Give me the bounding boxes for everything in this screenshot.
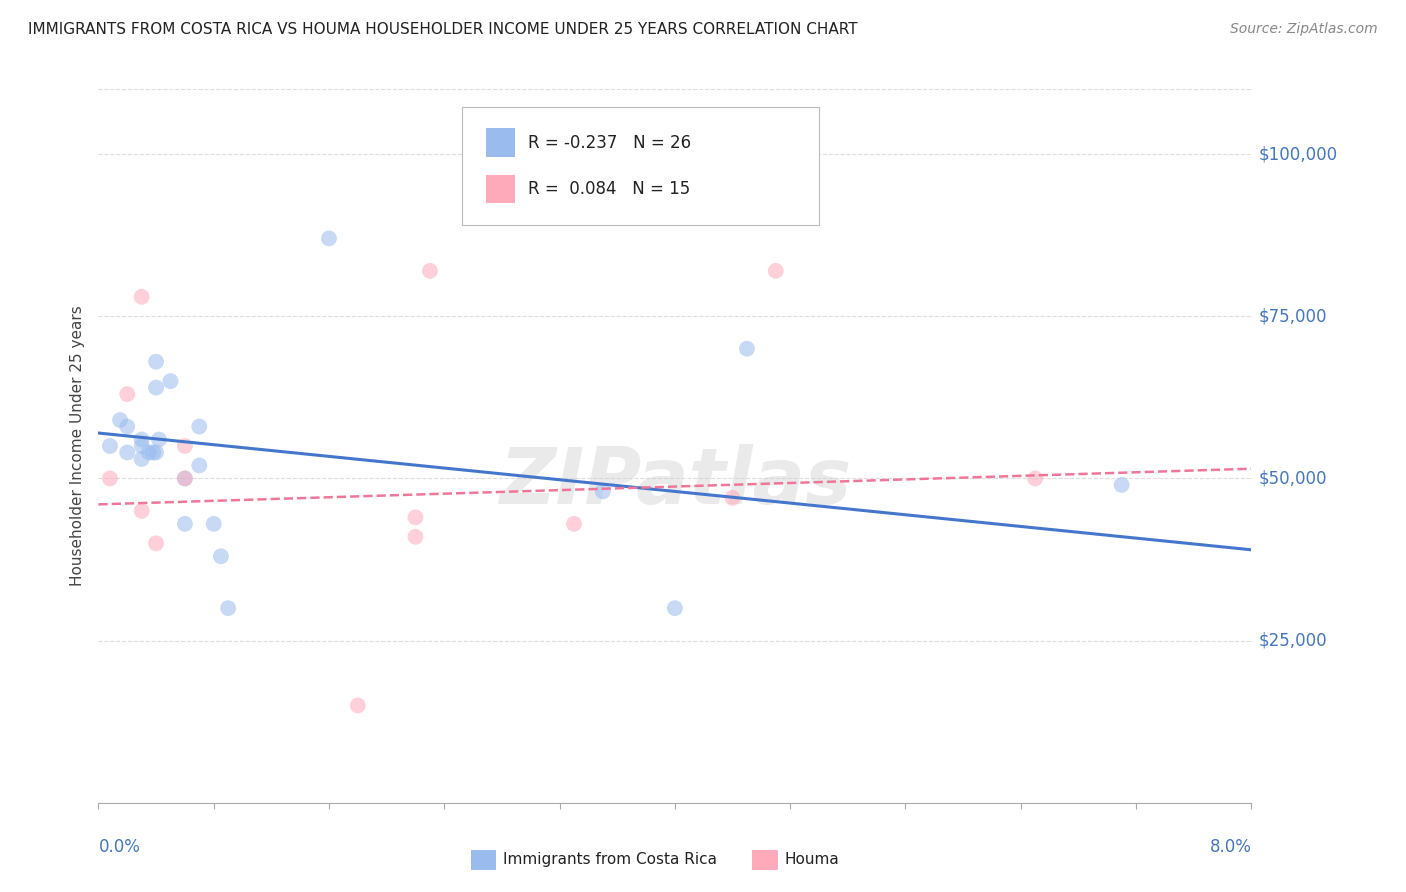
Text: IMMIGRANTS FROM COSTA RICA VS HOUMA HOUSEHOLDER INCOME UNDER 25 YEARS CORRELATIO: IMMIGRANTS FROM COSTA RICA VS HOUMA HOUS… bbox=[28, 22, 858, 37]
Point bbox=[664, 601, 686, 615]
Point bbox=[346, 698, 368, 713]
Point bbox=[202, 516, 225, 531]
Point bbox=[174, 471, 197, 485]
Point bbox=[419, 264, 441, 278]
Point bbox=[131, 290, 153, 304]
Point bbox=[405, 510, 427, 524]
Bar bbox=[486, 175, 515, 203]
Point bbox=[138, 445, 160, 459]
Text: 0.0%: 0.0% bbox=[98, 838, 141, 856]
Point bbox=[117, 419, 138, 434]
Point bbox=[142, 445, 165, 459]
Point bbox=[188, 458, 211, 473]
Text: $50,000: $50,000 bbox=[1258, 469, 1327, 487]
Point bbox=[145, 445, 167, 459]
Text: Source: ZipAtlas.com: Source: ZipAtlas.com bbox=[1230, 22, 1378, 37]
Y-axis label: Householder Income Under 25 years: Householder Income Under 25 years bbox=[70, 306, 86, 586]
Text: $75,000: $75,000 bbox=[1258, 307, 1327, 326]
Point bbox=[98, 471, 121, 485]
Point bbox=[765, 264, 787, 278]
Text: Immigrants from Costa Rica: Immigrants from Costa Rica bbox=[503, 853, 717, 867]
Point bbox=[131, 439, 153, 453]
Text: R = -0.237   N = 26: R = -0.237 N = 26 bbox=[529, 134, 692, 152]
Point bbox=[131, 504, 153, 518]
Point bbox=[108, 413, 131, 427]
Text: 8.0%: 8.0% bbox=[1209, 838, 1251, 856]
Point bbox=[188, 419, 211, 434]
Point bbox=[159, 374, 181, 388]
Point bbox=[174, 516, 197, 531]
Point bbox=[1024, 471, 1046, 485]
Point bbox=[592, 484, 614, 499]
Point bbox=[735, 342, 758, 356]
Point bbox=[117, 387, 138, 401]
Text: ZIPatlas: ZIPatlas bbox=[499, 443, 851, 520]
Text: Houma: Houma bbox=[785, 853, 839, 867]
Point bbox=[217, 601, 239, 615]
Point bbox=[117, 445, 138, 459]
Point bbox=[318, 231, 340, 245]
Point bbox=[148, 433, 170, 447]
Point bbox=[131, 433, 153, 447]
Text: $100,000: $100,000 bbox=[1258, 145, 1337, 163]
Text: $25,000: $25,000 bbox=[1258, 632, 1327, 649]
Point bbox=[174, 439, 197, 453]
Point bbox=[174, 471, 197, 485]
Point bbox=[145, 536, 167, 550]
Point bbox=[145, 354, 167, 368]
Point bbox=[145, 381, 167, 395]
Point bbox=[405, 530, 427, 544]
Point bbox=[562, 516, 585, 531]
Bar bbox=[486, 128, 515, 157]
Point bbox=[1111, 478, 1133, 492]
Point bbox=[209, 549, 232, 564]
Point bbox=[131, 452, 153, 467]
Point bbox=[98, 439, 121, 453]
Text: R =  0.084   N = 15: R = 0.084 N = 15 bbox=[529, 180, 690, 198]
FancyBboxPatch shape bbox=[461, 107, 818, 225]
Point bbox=[721, 491, 744, 505]
